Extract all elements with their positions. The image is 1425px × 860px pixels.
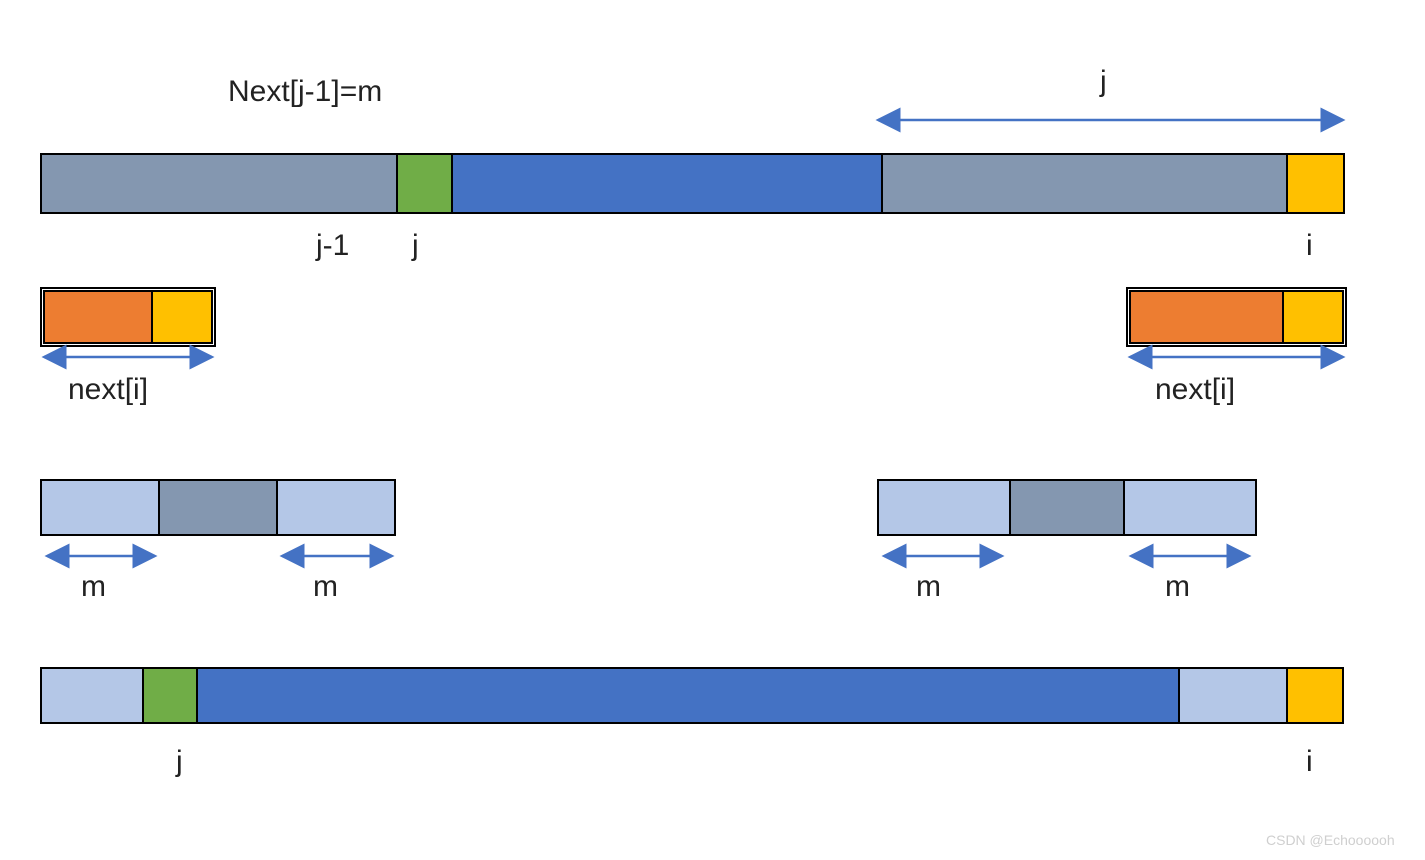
row2-right-seg-0 [1130,291,1283,343]
label-j-r4: j [176,745,183,779]
row1-seg-4 [1287,154,1344,213]
row3-left-seg-0 [41,480,159,535]
label-next-i-left: next[i] [68,373,148,407]
label-j-r1: j [412,229,419,263]
row4-seg-0 [41,668,143,723]
label-m-4: m [1165,570,1190,604]
row1-seg-1 [397,154,452,213]
label-top-formula: Next[j-1]=m [228,75,382,109]
label-m-1: m [81,570,106,604]
row4-seg-1 [143,668,197,723]
row4-seg-2 [197,668,1179,723]
row3-left-seg-1 [159,480,277,535]
row3-left-seg-2 [277,480,395,535]
watermark-text: CSDN @Echoooooh [1266,832,1395,848]
label-j-top: j [1100,65,1107,99]
row3-right-seg-1 [1010,480,1124,535]
row1-seg-3 [882,154,1287,213]
row4-seg-4 [1287,668,1343,723]
row1-seg-2 [452,154,882,213]
row3-right-seg-0 [878,480,1010,535]
label-i-r4: i [1306,745,1313,779]
row3-right-seg-2 [1124,480,1256,535]
label-m-2: m [313,570,338,604]
row2-left-seg-1 [152,291,212,343]
row4-seg-3 [1179,668,1287,723]
row2-left-seg-0 [44,291,152,343]
row1-seg-0 [41,154,397,213]
label-m-3: m [916,570,941,604]
row2-right-seg-1 [1283,291,1343,343]
label-next-i-right: next[i] [1155,373,1235,407]
label-i-r1: i [1306,229,1313,263]
label-j-minus-1-r1: j-1 [316,229,349,263]
diagram-canvas [0,0,1425,860]
